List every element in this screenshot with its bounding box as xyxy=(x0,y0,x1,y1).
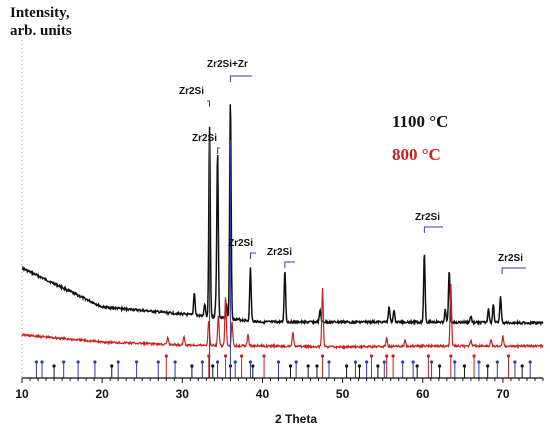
x-tick-label: 20 xyxy=(95,387,109,401)
ref-marker-dot-black xyxy=(211,364,215,368)
ref-marker-dot-blue xyxy=(401,360,405,364)
peak-label: Zr2Si xyxy=(179,86,204,97)
ref-marker-dot-black xyxy=(357,364,362,368)
ref-marker-dot-blue xyxy=(453,360,457,364)
ref-marker-dot-red xyxy=(320,354,325,358)
y-axis-label-line2: arb. units xyxy=(10,23,72,39)
ref-marker-dot-blue xyxy=(528,360,532,364)
ref-marker-dot-blue xyxy=(173,360,177,364)
series-line-800 xyxy=(21,284,544,351)
x-axis-label: 2 Theta xyxy=(275,412,318,426)
y-axis-label: Intensity, arb. units xyxy=(10,4,72,40)
ref-marker-dot-red xyxy=(426,354,430,358)
ref-marker-dot-blue xyxy=(513,360,517,364)
ref-marker-dot-blue xyxy=(365,360,369,364)
ref-marker-dot-black xyxy=(288,364,293,368)
ref-marker-dot-red xyxy=(385,354,389,358)
ref-marker-dot-black xyxy=(190,364,194,368)
ref-marker-dot-blue xyxy=(294,360,298,364)
ref-marker-dot-blue xyxy=(156,360,160,364)
ref-marker-dot-blue xyxy=(93,360,97,364)
reference-marker-layer xyxy=(34,140,532,378)
peak-label-bracket xyxy=(207,100,211,107)
ref-marker-dot-black xyxy=(415,364,419,368)
peak-label-bracket xyxy=(217,147,220,154)
ref-marker-dot-blue xyxy=(429,360,434,364)
ref-marker-dot-blue xyxy=(327,360,331,364)
peak-label-bracket xyxy=(423,226,443,233)
peak-label: Zr2Si xyxy=(267,247,292,258)
ref-marker-dot-black xyxy=(306,364,310,368)
ref-marker-dot-black xyxy=(486,364,490,368)
peak-label: Zr2Si xyxy=(498,253,523,264)
ref-marker-dot-red xyxy=(240,354,244,358)
ref-marker-dot-red xyxy=(164,354,168,358)
ref-marker-dot-blue xyxy=(200,360,204,364)
ref-marker-dot-blue xyxy=(62,360,66,364)
ref-marker-dot-blue xyxy=(233,360,237,364)
ref-marker-dot-blue xyxy=(116,360,120,364)
x-tick-label: 60 xyxy=(416,387,430,401)
ref-marker-dot-red xyxy=(223,354,228,358)
x-tick-label: 50 xyxy=(336,387,350,401)
ref-marker-dot-black xyxy=(438,364,442,368)
ref-marker-dot-black xyxy=(376,364,380,368)
x-tick-label: 10 xyxy=(15,387,29,401)
x-tick-label: 70 xyxy=(496,387,510,401)
ref-marker-dot-blue xyxy=(40,360,44,364)
ref-marker-dot-black xyxy=(110,364,114,368)
ref-marker-dot-black xyxy=(462,364,467,368)
series-layer xyxy=(21,104,544,351)
ref-marker-dot-blue xyxy=(34,360,39,364)
x-tick-label: 30 xyxy=(176,387,190,401)
ref-marker-dot-blue xyxy=(276,360,281,364)
ref-marker-dot-blue xyxy=(248,360,253,364)
annotation-layer: Zr2Si+Zr Zr2Si Zr2Si Zr2Si Zr2Si Zr2Si Zr2Si xyxy=(179,59,526,274)
ref-marker-dot-red xyxy=(369,354,374,358)
x-axis: 10 20 30 40 50 60 70 xyxy=(15,40,544,401)
ref-marker-dot-black xyxy=(251,364,255,368)
ref-marker-dot-blue xyxy=(353,360,358,364)
ref-marker-dot-red xyxy=(262,354,266,358)
ref-marker-dot-blue xyxy=(477,360,481,364)
peak-label: Zr2Si xyxy=(415,212,440,223)
peak-label-bracket xyxy=(249,252,256,259)
y-axis-label-line1: Intensity, xyxy=(10,5,70,21)
ref-marker-dot-blue xyxy=(382,360,386,364)
peak-label-bracket xyxy=(501,267,526,274)
ref-marker-dot-black xyxy=(520,364,524,368)
ref-marker-dot-red xyxy=(391,354,395,358)
ref-marker-dot-blue xyxy=(135,360,139,364)
ref-marker-dot-red xyxy=(472,354,476,358)
ref-marker-dot-black xyxy=(345,364,349,368)
ref-marker-dot-blue xyxy=(76,360,80,364)
ref-marker-dot-red xyxy=(506,354,511,358)
ref-marker-dot-blue xyxy=(215,360,220,364)
ref-marker-dot-blue xyxy=(495,360,499,364)
ref-marker-dot-blue xyxy=(411,360,415,364)
peak-label: Zr2Si xyxy=(228,238,253,249)
peak-label-bracket xyxy=(229,75,252,82)
x-tick-label: 40 xyxy=(256,387,270,401)
series-line-1100 xyxy=(21,104,544,327)
peak-label: Zr2Si xyxy=(192,133,217,144)
ref-marker-dot-black xyxy=(315,364,319,368)
ref-marker-dot-black xyxy=(52,364,56,368)
peak-label-bracket xyxy=(284,261,295,268)
ref-marker-dot-red xyxy=(449,354,453,358)
peak-label: Zr2Si+Zr xyxy=(207,59,248,70)
legend-entry-1100: 1100 °C xyxy=(392,112,449,131)
legend-entry-800: 800 °C xyxy=(392,145,441,164)
